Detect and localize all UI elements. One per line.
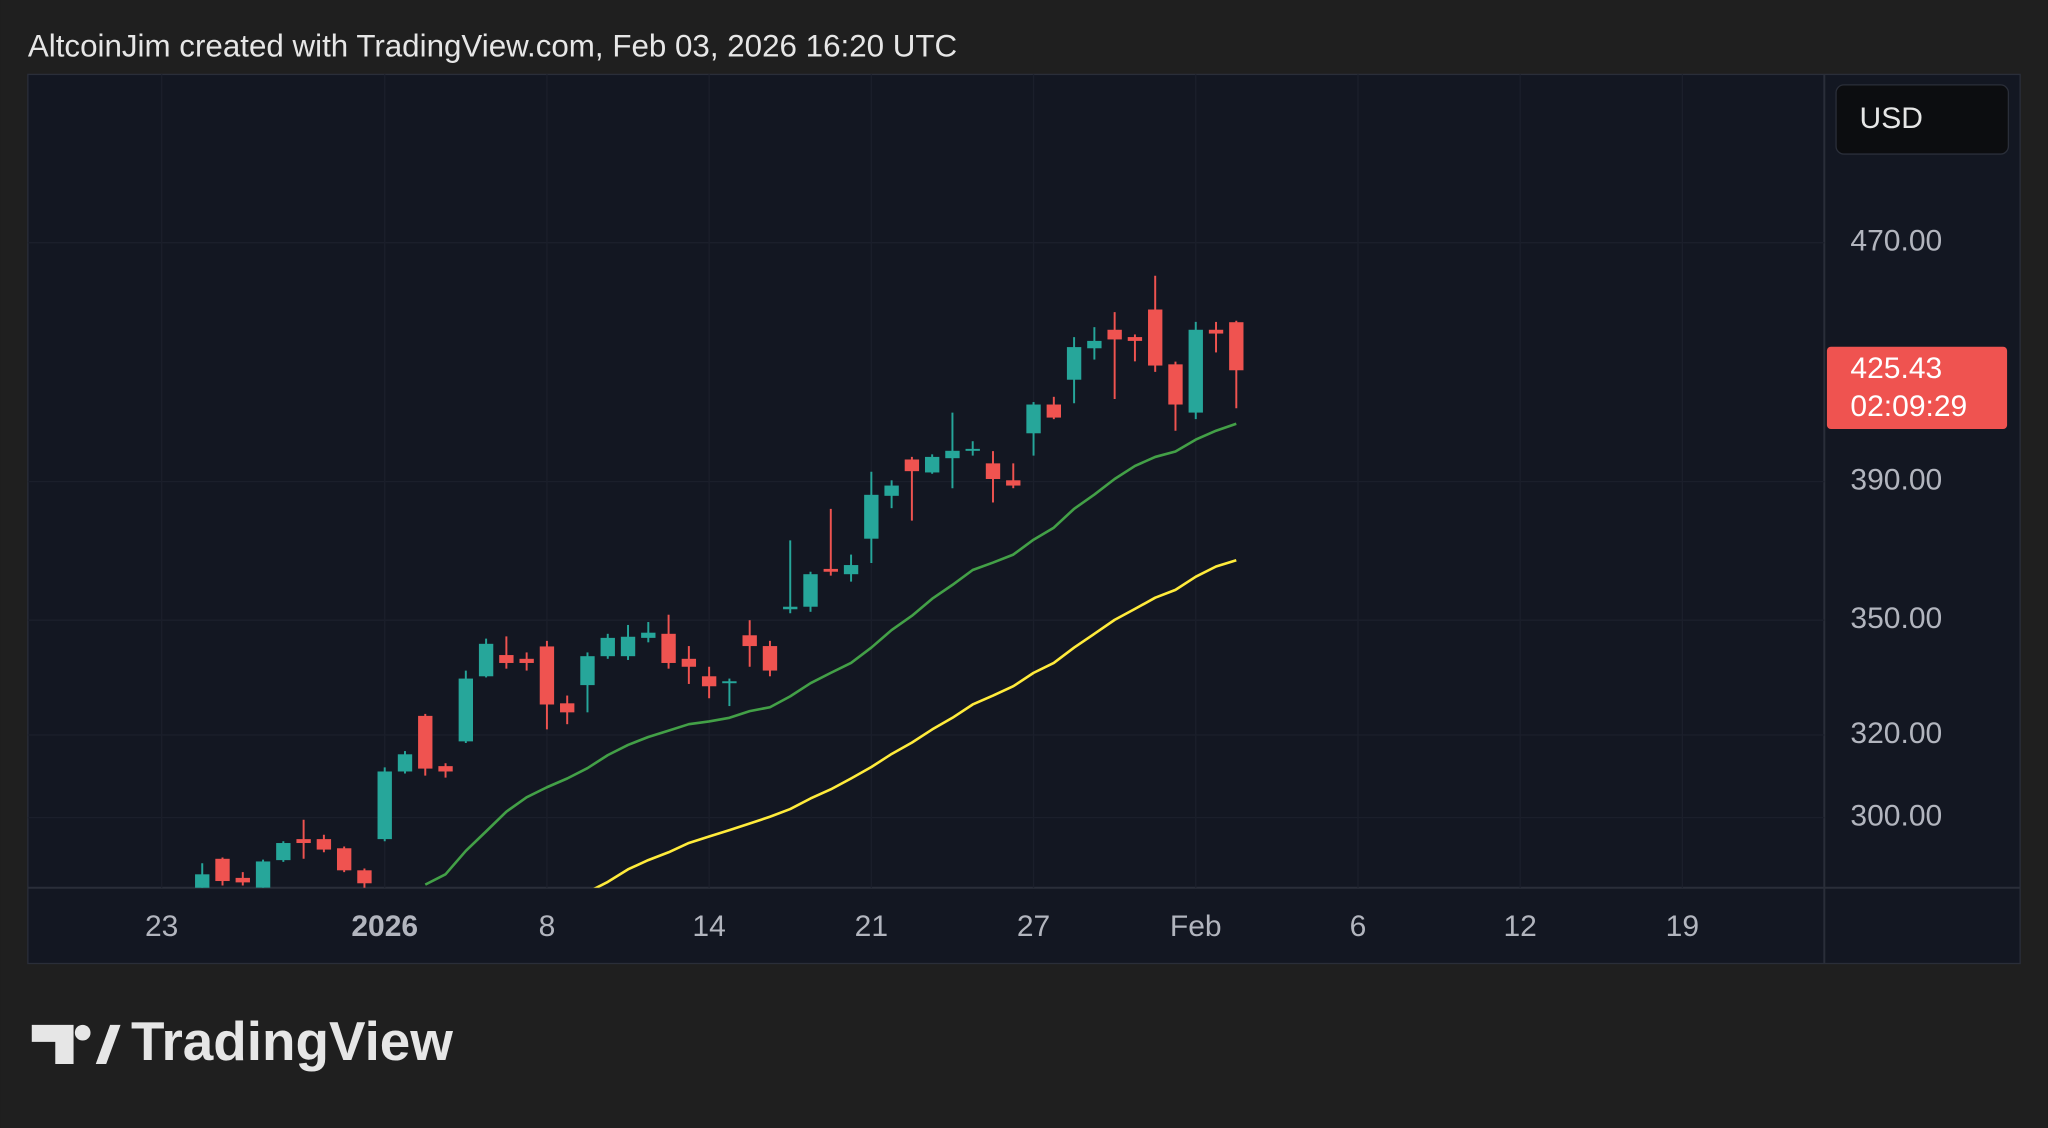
x-tick-label: 6: [1350, 910, 1367, 943]
y-tick-label: 300.00: [1850, 800, 1942, 833]
candle-body: [1188, 329, 1203, 413]
candle-body: [823, 568, 838, 572]
candle-body: [1127, 337, 1143, 341]
logo-dot: [74, 1024, 91, 1041]
x-tick-label: 21: [855, 910, 888, 943]
chart-frame: [27, 73, 2021, 965]
y-tick-label: 470.00: [1850, 225, 1942, 258]
y-tick-label: 390.00: [1850, 464, 1942, 497]
candle-body: [215, 858, 230, 882]
candle-body: [1087, 340, 1102, 349]
candle-body: [438, 766, 453, 772]
axes: 300.00 320.00 350.00 390.00 470.00 23 2026 8 14 2…: [145, 225, 1942, 944]
last-price-label: 425.43: [1850, 352, 1942, 385]
candle-body: [499, 655, 514, 663]
logo-mark: [31, 1024, 74, 1065]
candle-body: [1066, 347, 1082, 380]
candle-body: [924, 456, 940, 473]
candle-body: [600, 637, 615, 657]
candle-body: [235, 877, 250, 883]
candle-body: [377, 771, 392, 840]
candle-body: [1148, 309, 1163, 366]
candle-body: [1046, 404, 1062, 418]
last-price-marker: [1826, 346, 2008, 430]
candle-body: [1026, 404, 1041, 434]
candle-body: [701, 676, 717, 687]
candle-body: [1006, 480, 1021, 486]
candle-body: [539, 646, 555, 705]
candle-body: [255, 861, 271, 888]
candle-body: [560, 703, 575, 713]
brand-name: TradingView: [131, 1010, 453, 1072]
candle-body: [1107, 329, 1122, 340]
countdown-label: 02:09:29: [1850, 390, 1967, 423]
candle-body: [478, 643, 494, 677]
header-text: AltcoinJim created with TradingView.com,…: [28, 29, 957, 64]
y-tick-label: 350.00: [1850, 602, 1942, 635]
currency-button[interactable]: [1835, 84, 2010, 155]
candle-body: [397, 754, 413, 772]
candle-body: [1208, 329, 1224, 334]
candle-body: [681, 658, 697, 667]
x-tick-label: 19: [1666, 910, 1699, 943]
candle-body: [357, 870, 372, 884]
candle-body: [661, 633, 676, 663]
candle-body: [742, 635, 757, 647]
candle-body: [904, 459, 920, 472]
candle-body: [519, 658, 534, 663]
candle-body: [336, 848, 352, 871]
candle-body: [762, 646, 778, 671]
candle-body: [1229, 322, 1244, 371]
x-tick-label: Feb: [1170, 910, 1222, 943]
candle-body: [316, 839, 332, 850]
x-tick-label: 23: [145, 910, 178, 943]
candle-body: [864, 494, 879, 539]
y-tick-label: 320.00: [1850, 717, 1942, 750]
candle-body: [620, 636, 636, 657]
x-tick-label: 8: [539, 910, 556, 943]
candle-body: [722, 681, 737, 684]
x-tick-label: 12: [1503, 910, 1536, 943]
candle-body: [945, 450, 960, 459]
logo-slant: [95, 1024, 121, 1065]
x-tick-label: 27: [1017, 910, 1050, 943]
candle-body: [418, 715, 433, 769]
candle-body: [580, 656, 595, 686]
moving-average-line: [593, 558, 1237, 888]
plot-area: [195, 275, 1244, 888]
candle-body: [783, 606, 798, 610]
candle-body: [985, 463, 1001, 479]
candle-body: [641, 632, 656, 638]
candle-body: [276, 843, 291, 861]
moving-average-line: [424, 422, 1237, 886]
candle-body: [965, 448, 980, 451]
candle-body: [458, 678, 474, 742]
brand-logo: [31, 1024, 121, 1065]
candle-body: [296, 839, 311, 844]
grid: [27, 74, 1825, 888]
candle-body: [803, 574, 818, 607]
candle-body: [843, 565, 859, 575]
x-tick-label: 14: [692, 910, 725, 943]
candle-body: [195, 874, 210, 888]
candle-body: [884, 485, 899, 496]
candle-body: [1168, 364, 1183, 405]
x-tick-label: 2026: [351, 910, 418, 943]
currency-label[interactable]: USD: [1860, 102, 1923, 135]
last-price-group: 425.43 02:09:29: [1826, 346, 2008, 430]
